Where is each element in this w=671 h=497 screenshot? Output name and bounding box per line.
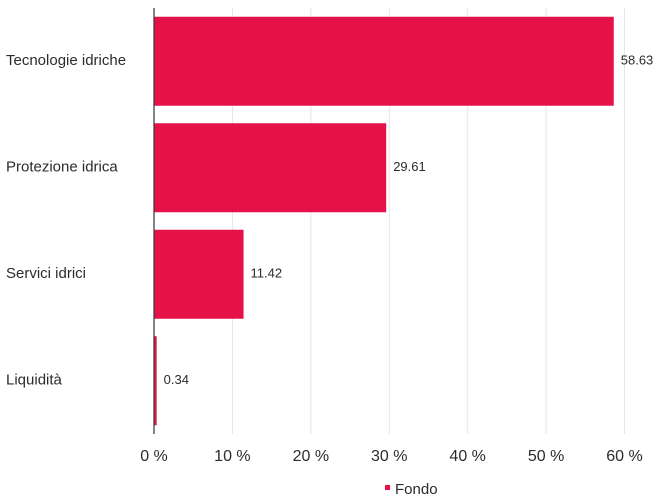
bar [154, 336, 157, 426]
category-label: Servici idrici [6, 265, 86, 282]
bar [154, 16, 614, 106]
category-label: Protezione idrica [6, 159, 118, 176]
bars [154, 16, 614, 426]
x-tick-label: 0 % [140, 448, 168, 465]
bar [154, 229, 244, 319]
legend-swatch [385, 485, 390, 490]
x-tick-label: 10 % [214, 448, 250, 465]
bar [154, 123, 387, 213]
x-tick-label: 20 % [293, 448, 329, 465]
x-tick-label: 50 % [528, 448, 564, 465]
category-label: Tecnologie idriche [6, 52, 126, 69]
x-tick-label: 40 % [449, 448, 485, 465]
value-label: 29.61 [393, 159, 426, 174]
legend-label: Fondo [395, 481, 438, 497]
value-labels: 58.63 29.61 11.42 0.34 [164, 53, 654, 388]
x-tick-label: 30 % [371, 448, 407, 465]
x-tick-label: 60 % [606, 448, 642, 465]
legend: Fondo [385, 481, 438, 497]
value-label: 0.34 [164, 372, 189, 387]
category-label: Liquidità [6, 372, 63, 389]
value-label: 58.63 [621, 53, 654, 68]
x-axis-ticks: 0 % 10 % 20 % 30 % 40 % 50 % 60 % [140, 448, 643, 465]
value-label: 11.42 [251, 266, 283, 281]
category-labels: Tecnologie idriche Protezione idrica Servi… [6, 52, 126, 389]
